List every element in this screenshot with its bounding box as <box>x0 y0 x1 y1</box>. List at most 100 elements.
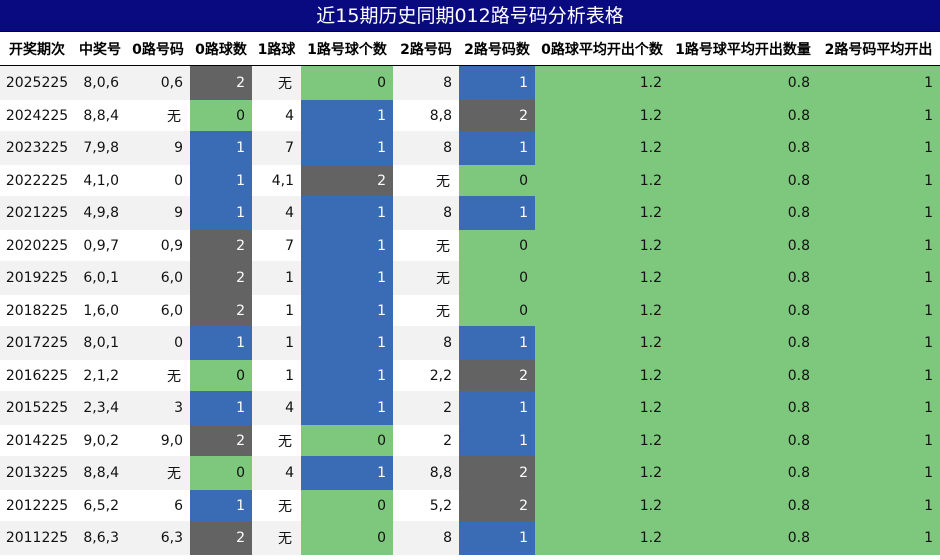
table-body: 2025225 8,0,6 0,6 2 无 0 8 1 1.2 0.8 1 2024225 8,8,4 无… <box>0 65 940 555</box>
table-row: 2014225 9,0,2 9,0 2 无 0 2 1 1.2 0.8 1 <box>0 425 940 456</box>
table-cell: 1.2 <box>535 65 669 100</box>
table-cell: 2 <box>190 65 252 100</box>
table-cell: 0,9 <box>126 230 190 261</box>
table-cell: 8,6,3 <box>74 521 126 555</box>
table-cell: 2 <box>301 165 393 196</box>
table-cell: 1.2 <box>535 521 669 555</box>
table-cell: 1 <box>817 360 940 391</box>
table-cell: 1 <box>459 65 535 100</box>
table-cell: 8 <box>393 521 459 555</box>
table-cell: 2 <box>459 456 535 490</box>
table-cell: 2013225 <box>0 456 74 490</box>
table-row: 2016225 2,1,2 无 0 1 1 2,2 2 1.2 0.8 1 <box>0 360 940 391</box>
table-cell: 7,9,8 <box>74 131 126 165</box>
table-cell: 0.8 <box>669 65 817 100</box>
table-cell: 6,0 <box>126 295 190 326</box>
table-cell: 1 <box>190 131 252 165</box>
table-cell: 无 <box>393 165 459 196</box>
table-cell: 2 <box>190 230 252 261</box>
table-cell: 1 <box>459 425 535 456</box>
table-cell: 1 <box>301 230 393 261</box>
table-cell: 4,1,0 <box>74 165 126 196</box>
table-cell: 8 <box>393 196 459 230</box>
table-cell: 8,8,4 <box>74 100 126 131</box>
table-cell: 无 <box>252 65 301 100</box>
table-cell: 1 <box>817 521 940 555</box>
table-row: 2017225 8,0,1 0 1 1 1 8 1 1.2 0.8 1 <box>0 326 940 360</box>
table-cell: 0 <box>301 425 393 456</box>
table-cell: 0.8 <box>669 521 817 555</box>
table-cell: 1.2 <box>535 131 669 165</box>
table-cell: 1 <box>817 196 940 230</box>
table-cell: 2 <box>459 100 535 131</box>
table-cell: 1 <box>817 391 940 425</box>
table-cell: 0 <box>301 65 393 100</box>
table-cell: 1 <box>817 261 940 295</box>
table-cell: 1 <box>301 391 393 425</box>
table-cell: 1 <box>301 261 393 295</box>
table-cell: 8 <box>393 65 459 100</box>
table-cell: 1 <box>301 326 393 360</box>
table-cell: 6,0 <box>126 261 190 295</box>
table-cell: 无 <box>252 425 301 456</box>
table-cell: 无 <box>126 360 190 391</box>
table-row: 2025225 8,0,6 0,6 2 无 0 8 1 1.2 0.8 1 <box>0 65 940 100</box>
table-cell: 2 <box>190 425 252 456</box>
table-cell: 5,2 <box>393 490 459 521</box>
table-cell: 2015225 <box>0 391 74 425</box>
table-row: 2015225 2,3,4 3 1 4 1 2 1 1.2 0.8 1 <box>0 391 940 425</box>
table-cell: 1 <box>252 360 301 391</box>
header-cell: 2路号码数 <box>459 32 535 66</box>
table-cell: 2012225 <box>0 490 74 521</box>
table-cell: 0.8 <box>669 391 817 425</box>
table-cell: 0 <box>190 360 252 391</box>
table-cell: 4,1 <box>252 165 301 196</box>
table-cell: 1 <box>301 360 393 391</box>
table-cell: 1 <box>190 490 252 521</box>
table-cell: 2016225 <box>0 360 74 391</box>
table-cell: 1 <box>817 131 940 165</box>
table-row: 2018225 1,6,0 6,0 2 1 1 无 0 1.2 0.8 1 <box>0 295 940 326</box>
table-cell: 2020225 <box>0 230 74 261</box>
table-cell: 无 <box>393 295 459 326</box>
table-cell: 0,9,7 <box>74 230 126 261</box>
table-cell: 0.8 <box>669 100 817 131</box>
table-cell: 0.8 <box>669 326 817 360</box>
table-cell: 1 <box>817 65 940 100</box>
table-cell: 8,8 <box>393 100 459 131</box>
table-cell: 0 <box>190 456 252 490</box>
table-cell: 1 <box>301 456 393 490</box>
table-row: 2022225 4,1,0 0 1 4,1 2 无 0 1.2 0.8 1 <box>0 165 940 196</box>
table-cell: 无 <box>393 261 459 295</box>
table-row: 2013225 8,8,4 无 0 4 1 8,8 2 1.2 0.8 1 <box>0 456 940 490</box>
table-cell: 1.2 <box>535 196 669 230</box>
table-cell: 1.2 <box>535 391 669 425</box>
table-cell: 4,9,8 <box>74 196 126 230</box>
table-cell: 6,5,2 <box>74 490 126 521</box>
table-cell: 1.2 <box>535 100 669 131</box>
table-cell: 2 <box>393 425 459 456</box>
table-cell: 1 <box>817 490 940 521</box>
table-cell: 2,3,4 <box>74 391 126 425</box>
table-cell: 1 <box>459 391 535 425</box>
table-row: 2019225 6,0,1 6,0 2 1 1 无 0 1.2 0.8 1 <box>0 261 940 295</box>
header-cell: 开奖期次 <box>0 32 74 66</box>
header-cell: 中奖号 <box>74 32 126 66</box>
header-cell: 1路球 <box>252 32 301 66</box>
table-cell: 1 <box>817 295 940 326</box>
table-cell: 0 <box>126 165 190 196</box>
table-row: 2021225 4,9,8 9 1 4 1 8 1 1.2 0.8 1 <box>0 196 940 230</box>
table-cell: 0.8 <box>669 295 817 326</box>
table-cell: 2017225 <box>0 326 74 360</box>
table-row: 2023225 7,9,8 9 1 7 1 8 1 1.2 0.8 1 <box>0 131 940 165</box>
table-cell: 无 <box>393 230 459 261</box>
table-cell: 2,2 <box>393 360 459 391</box>
table-cell: 0 <box>459 295 535 326</box>
header-cell: 1路号球平均开出数量 <box>669 32 817 66</box>
table-cell: 1 <box>301 196 393 230</box>
table-cell: 2018225 <box>0 295 74 326</box>
table-cell: 1 <box>817 425 940 456</box>
header-cell: 2路号码平均开出 <box>817 32 940 66</box>
table-row: 2012225 6,5,2 6 1 无 0 5,2 2 1.2 0.8 1 <box>0 490 940 521</box>
table-cell: 1 <box>459 326 535 360</box>
